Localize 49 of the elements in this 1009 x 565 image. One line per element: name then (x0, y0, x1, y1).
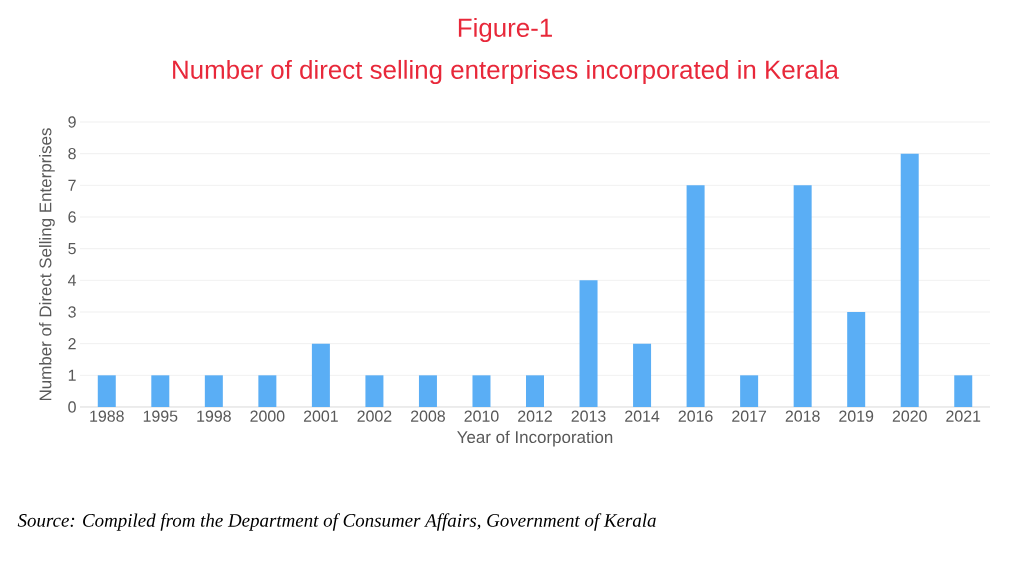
y-tick-label: 0 (68, 401, 76, 413)
y-tick-label: 9 (68, 116, 76, 128)
x-tick-label: 1998 (197, 410, 231, 422)
y-tick-label: 5 (68, 243, 76, 255)
x-tick-label: 1988 (90, 410, 124, 422)
x-tick-label: 2020 (892, 410, 927, 422)
chart-title: Figure-1 (458, 17, 552, 43)
source-note: Source: Compiled from the Department of Consumer Affairs, Government of Kerala (17, 513, 656, 531)
bar (954, 375, 973, 407)
bar (204, 375, 223, 407)
x-tick-label: 2019 (839, 410, 874, 422)
x-tick-label: 2017 (732, 410, 767, 422)
y-tick-label: 8 (68, 148, 76, 160)
y-tick-label: 4 (67, 274, 77, 286)
bar (686, 185, 705, 407)
bar (472, 375, 491, 407)
y-axis-title: Number of Direct Selling Enterprises (39, 128, 55, 401)
x-tick-label: 2008 (411, 410, 445, 422)
bar (740, 375, 759, 407)
y-tick-label: 6 (68, 211, 76, 223)
y-tick-label: 2 (68, 338, 76, 350)
y-tick-label: 7 (68, 179, 76, 191)
x-tick-label: 2018 (785, 410, 820, 422)
y-tick-label: 3 (68, 306, 76, 318)
x-tick-label: 2012 (518, 410, 552, 422)
bar (633, 343, 652, 407)
bar (258, 375, 277, 407)
chart-subtitle: Number of direct selling enterprises incorporated in Kerala (173, 59, 839, 85)
x-axis-title: Year of Incorporation (457, 430, 613, 447)
bar (900, 153, 919, 407)
x-tick-label: 2002 (357, 410, 392, 422)
x-tick-label: 2016 (678, 410, 713, 422)
x-tick-label: 2010 (464, 410, 499, 422)
y-tick-label: 1 (68, 369, 76, 381)
x-tick-label: 2001 (303, 410, 338, 422)
bar (151, 375, 170, 407)
x-tick-label: 1995 (143, 410, 178, 422)
bar (793, 185, 812, 407)
bar (579, 280, 598, 407)
bar (311, 343, 330, 407)
x-tick-label: 2014 (625, 410, 660, 422)
x-tick-label: 2021 (946, 410, 981, 422)
bar (847, 311, 866, 407)
bar (365, 375, 384, 407)
bar (526, 375, 545, 407)
bar (418, 375, 437, 407)
x-tick-label: 2000 (250, 410, 285, 422)
x-tick-label: 2013 (571, 410, 606, 422)
bar (97, 375, 116, 407)
